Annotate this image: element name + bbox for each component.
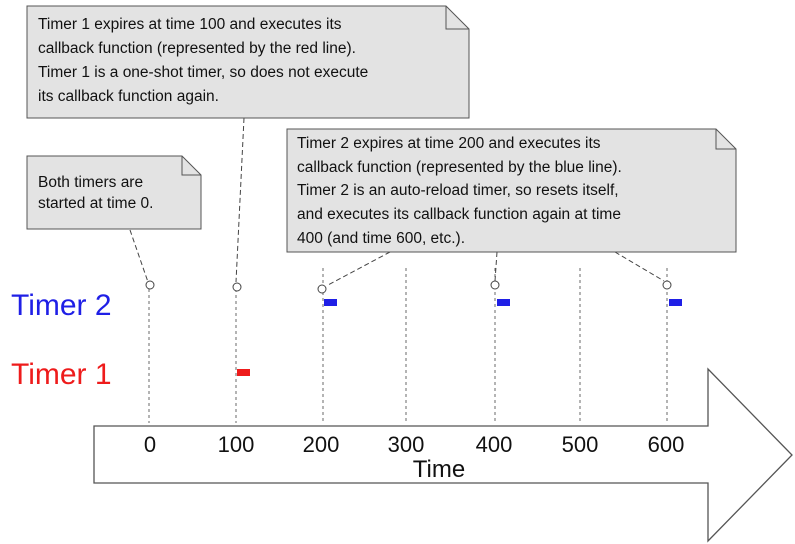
- leader-timer2-200: [327, 251, 391, 286]
- timer2-callback-600: [669, 299, 682, 306]
- callout-timer1-fold: [445, 6, 469, 30]
- callout-start-fold: [181, 156, 201, 176]
- callout-timer2-line-2: callback function (represented by the bl…: [297, 159, 622, 176]
- timer2-label: Timer 2: [11, 289, 112, 322]
- timer2-callback-200: [324, 299, 337, 306]
- callout-start-box: [26, 155, 202, 230]
- time-axis-arrow: [93, 367, 793, 543]
- callback-bars: [237, 299, 682, 376]
- tick-label-600: 600: [648, 432, 685, 457]
- event-marker-400: [490, 280, 500, 290]
- tick-label-200: 200: [303, 432, 340, 457]
- event-marker-200: [317, 284, 327, 294]
- axis-tick-labels: 0 100 200 300 400 500 600: [144, 432, 684, 457]
- tick-label-100: 100: [218, 432, 255, 457]
- callout-timer2-fold: [715, 129, 736, 150]
- timer1-callback-100: [237, 369, 250, 376]
- event-markers: [145, 280, 672, 294]
- callout-start-line-2: started at time 0.: [38, 195, 153, 212]
- callout-start: Both timers are started at time 0.: [26, 155, 202, 230]
- callout-timer1-line-3: Timer 1 is a one-shot timer, so does not…: [38, 64, 368, 81]
- leader-start: [129, 229, 149, 283]
- callout-timer2: Timer 2 expires at time 200 and executes…: [286, 128, 737, 253]
- tick-label-0: 0: [144, 432, 156, 457]
- callout-timer1: Timer 1 expires at time 100 and executes…: [26, 5, 470, 119]
- callout-timer2-box: [286, 128, 737, 253]
- leader-timer1: [235, 117, 245, 283]
- callout-timer2-line-5: 400 (and time 600, etc.).: [297, 230, 465, 247]
- callout-start-line-1: Both timers are: [38, 174, 143, 191]
- tick-label-400: 400: [476, 432, 513, 457]
- timer1-label: Timer 1: [11, 358, 112, 391]
- event-marker-600: [662, 280, 672, 290]
- callout-timer2-line-1: Timer 2 expires at time 200 and executes…: [297, 135, 601, 152]
- tick-label-300: 300: [388, 432, 425, 457]
- callout-timer1-line-1: Timer 1 expires at time 100 and executes…: [38, 16, 342, 33]
- callout-timer2-line-3: Timer 2 is an auto-reload timer, so rese…: [297, 182, 619, 199]
- tick-label-500: 500: [562, 432, 599, 457]
- leader-timer2-600: [614, 251, 665, 282]
- event-marker-0: [145, 280, 155, 290]
- callout-timer1-line-2: callback function (represented by the re…: [38, 40, 356, 57]
- callout-leaders: [129, 117, 665, 286]
- guide-lines: [148, 268, 668, 423]
- callout-timer2-line-4: and executes its callback function again…: [297, 206, 621, 223]
- callout-timer1-line-4: its callback function again.: [38, 88, 219, 105]
- axis-label: Time: [413, 456, 465, 483]
- callout-timer1-box: [26, 5, 470, 119]
- leader-timer2-400: [494, 251, 498, 282]
- event-marker-100: [232, 282, 242, 292]
- timer2-callback-400: [497, 299, 510, 306]
